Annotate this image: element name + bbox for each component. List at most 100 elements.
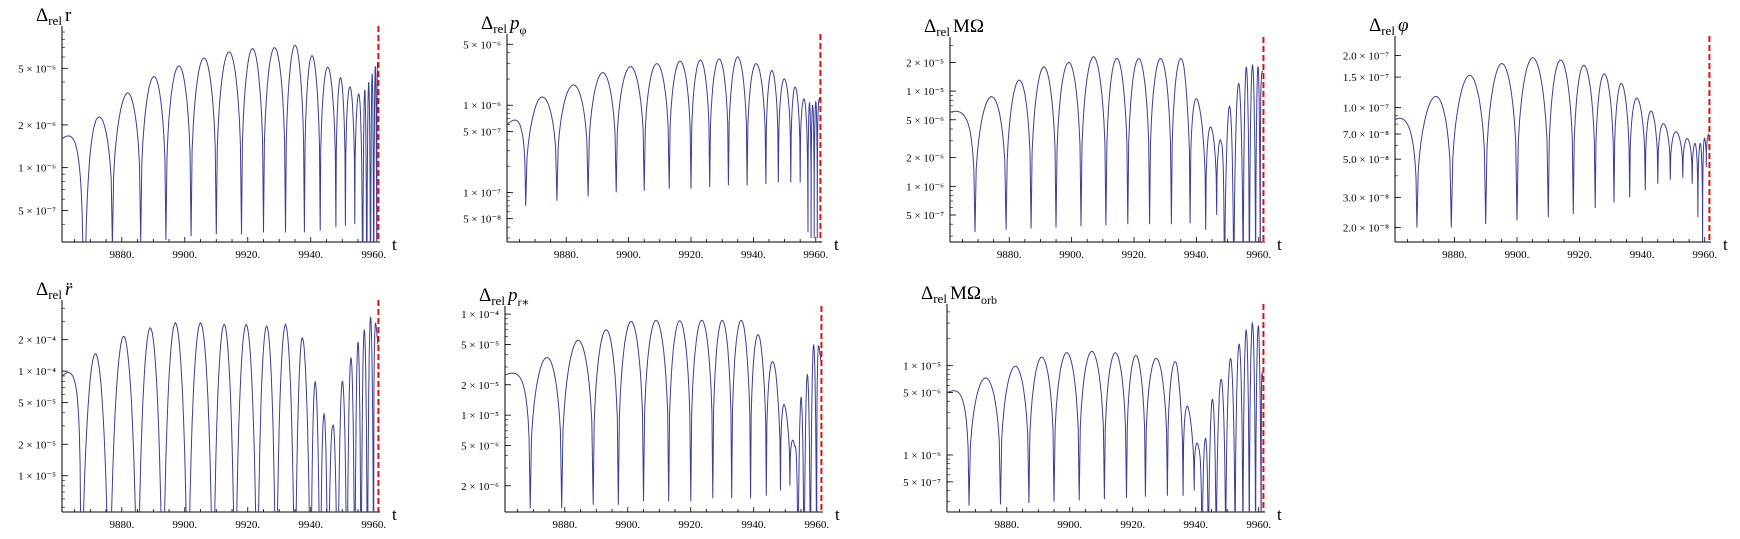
x-tick-label: 9940. — [741, 249, 766, 261]
y-tick-label: 1 × 10⁻⁴ — [18, 366, 56, 378]
panel-6: 9880. 9900. 9920. 9940. 9960. t 1 × 10⁻⁴ 5 × 10… — [461, 285, 840, 531]
y-tick-label: 2.0 × 10⁻⁷ — [1343, 51, 1389, 63]
x-tick-label: 9880. — [109, 519, 134, 531]
y-tick-label: 1 × 10⁻⁷ — [463, 187, 501, 199]
panel-title: Δrel r̈ — [36, 279, 73, 302]
x-tick-label: 9920. — [235, 519, 260, 531]
panel-title: Δrel r — [36, 5, 72, 28]
x-tick-label: 9920. — [678, 519, 703, 531]
x-tick-label: 9960. — [803, 249, 828, 261]
x-tick-label: 9920. — [679, 249, 704, 261]
x-tick-label: 9960. — [1692, 249, 1717, 261]
y-tick-label: 5 × 10⁻⁶ — [461, 441, 499, 453]
x-axis-label: t — [835, 505, 840, 524]
x-tick-label: 9900. — [172, 249, 197, 261]
y-tick-label: 2 × 10⁻⁶ — [461, 481, 499, 493]
x-tick-label: 9900. — [1059, 249, 1084, 261]
y-tick-label: 1 × 10⁻⁶ — [18, 163, 56, 175]
y-tick-label: 5 × 10⁻⁷ — [906, 210, 944, 222]
panel-title: Δrel pr∗ — [479, 285, 530, 309]
x-axis-label: t — [1277, 235, 1282, 254]
x-tick-label: 9880. — [552, 519, 577, 531]
y-tick-label: 3.0 × 10⁻⁸ — [1343, 192, 1389, 204]
y-tick-label: 5 × 10⁻⁶ — [463, 39, 501, 51]
y-tick-label: 1 × 10⁻⁵ — [18, 471, 56, 483]
y-tick-label: 1.0 × 10⁻⁷ — [1343, 102, 1389, 114]
x-tick-label: 9880. — [554, 249, 579, 261]
y-tick-label: 2 × 10⁻⁵ — [906, 57, 944, 69]
x-tick-label: 9900. — [1505, 249, 1530, 261]
x-tick-label: 9920. — [1122, 249, 1147, 261]
y-tick-label: 2 × 10⁻⁴ — [18, 335, 56, 347]
panel-title: Δrel φ — [1369, 15, 1408, 38]
panel-5: 9880. 9900. 9920. 9940. 9960. t 2 × 10⁻⁴ 1 × 10… — [18, 279, 397, 531]
y-tick-label: 2 × 10⁻⁵ — [18, 439, 56, 451]
y-tick-label: 2.0 × 10⁻⁸ — [1343, 223, 1389, 235]
y-tick-label: 5 × 10⁻⁷ — [18, 205, 56, 217]
y-tick-label: 1 × 10⁻⁴ — [461, 309, 499, 321]
y-tick-label: 5 × 10⁻⁷ — [463, 126, 501, 138]
x-tick-label: 9940. — [741, 519, 766, 531]
x-axis-label: t — [392, 505, 397, 524]
y-tick-label: 2 × 10⁻⁵ — [461, 380, 499, 392]
panel-7: 9880. 9900. 9920. 9940. 9960. t 1 × 10⁻⁵ 5 × 10… — [903, 283, 1282, 531]
x-tick-label: 9960. — [361, 519, 386, 531]
y-tick-label: 5.0 × 10⁻⁸ — [1343, 154, 1389, 166]
y-tick-label: 5 × 10⁻⁷ — [903, 477, 941, 489]
x-tick-label: 9880. — [997, 249, 1022, 261]
series-line — [947, 321, 1264, 512]
y-tick-label: 1 × 10⁻⁶ — [903, 450, 941, 462]
y-tick-label: 1 × 10⁻⁵ — [461, 410, 499, 422]
y-tick-label: 5 × 10⁻⁶ — [903, 388, 941, 400]
x-tick-label: 9940. — [1183, 519, 1208, 531]
x-tick-label: 9900. — [1057, 519, 1082, 531]
series-line — [1395, 56, 1710, 242]
x-tick-label: 9960. — [804, 519, 829, 531]
x-tick-label: 9920. — [1120, 519, 1145, 531]
y-tick-label: 1 × 10⁻⁶ — [906, 181, 944, 193]
x-tick-label: 9940. — [298, 519, 323, 531]
x-axis-label: t — [392, 235, 397, 254]
panel-4: 9880. 9900. 9920. 9940. 9960. t 2.0 × 10⁻⁷ 1.5 … — [1343, 15, 1728, 261]
x-axis-label: t — [834, 235, 839, 254]
x-tick-label: 9880. — [1442, 249, 1467, 261]
x-tick-label: 9900. — [615, 519, 640, 531]
y-tick-label: 2 × 10⁻⁶ — [906, 153, 944, 165]
panel-title: Δrel pφ — [481, 13, 526, 37]
y-tick-label: 1 × 10⁻⁶ — [463, 100, 501, 112]
x-tick-label: 9960. — [361, 249, 386, 261]
x-tick-label: 9900. — [172, 519, 197, 531]
y-tick-label: 2 × 10⁻⁶ — [18, 120, 56, 132]
y-tick-label: 5 × 10⁻⁶ — [906, 115, 944, 127]
x-tick-label: 9900. — [616, 249, 641, 261]
panel-title: Δrel MΩorb — [921, 283, 997, 307]
series-line — [62, 44, 379, 242]
y-tick-label: 5 × 10⁻⁵ — [461, 340, 499, 352]
panel-title: Δrel MΩ — [924, 16, 984, 39]
x-tick-label: 9940. — [1630, 249, 1655, 261]
y-tick-label: 5 × 10⁻⁵ — [18, 398, 56, 410]
x-tick-label: 9960. — [1246, 249, 1271, 261]
y-tick-label: 1 × 10⁻⁵ — [906, 86, 944, 98]
y-tick-label: 5 × 10⁻⁸ — [463, 214, 501, 226]
x-tick-label: 9880. — [109, 249, 134, 261]
y-tick-label: 1.5 × 10⁻⁷ — [1343, 72, 1389, 84]
x-tick-label: 9960. — [1246, 519, 1271, 531]
panel-2: 9880. 9900. 9920. 9940. 9960. t 5 × 10⁻⁶ 1 × 10… — [463, 13, 839, 261]
series-line — [505, 319, 822, 512]
y-tick-label: 7.0 × 10⁻⁸ — [1343, 129, 1389, 141]
x-tick-label: 9880. — [994, 519, 1019, 531]
y-tick-label: 1 × 10⁻⁵ — [903, 361, 941, 373]
x-axis-label: t — [1277, 505, 1282, 524]
series-line — [507, 56, 821, 239]
x-tick-label: 9940. — [1184, 249, 1209, 261]
panel-3: 9880. 9900. 9920. 9940. 9960. t 2 × 10⁻⁵ 1 × 10… — [906, 16, 1282, 261]
x-tick-label: 9940. — [298, 249, 323, 261]
series-line — [62, 316, 379, 512]
y-tick-label: 5 × 10⁻⁶ — [18, 63, 56, 75]
x-axis-label: t — [1723, 235, 1728, 254]
x-tick-label: 9920. — [235, 249, 260, 261]
panel-1: 9880. 9900. 9920. 9940. 9960. t 5 × 10⁻⁶ 2 × 10… — [18, 5, 397, 261]
series-line — [950, 56, 1264, 242]
